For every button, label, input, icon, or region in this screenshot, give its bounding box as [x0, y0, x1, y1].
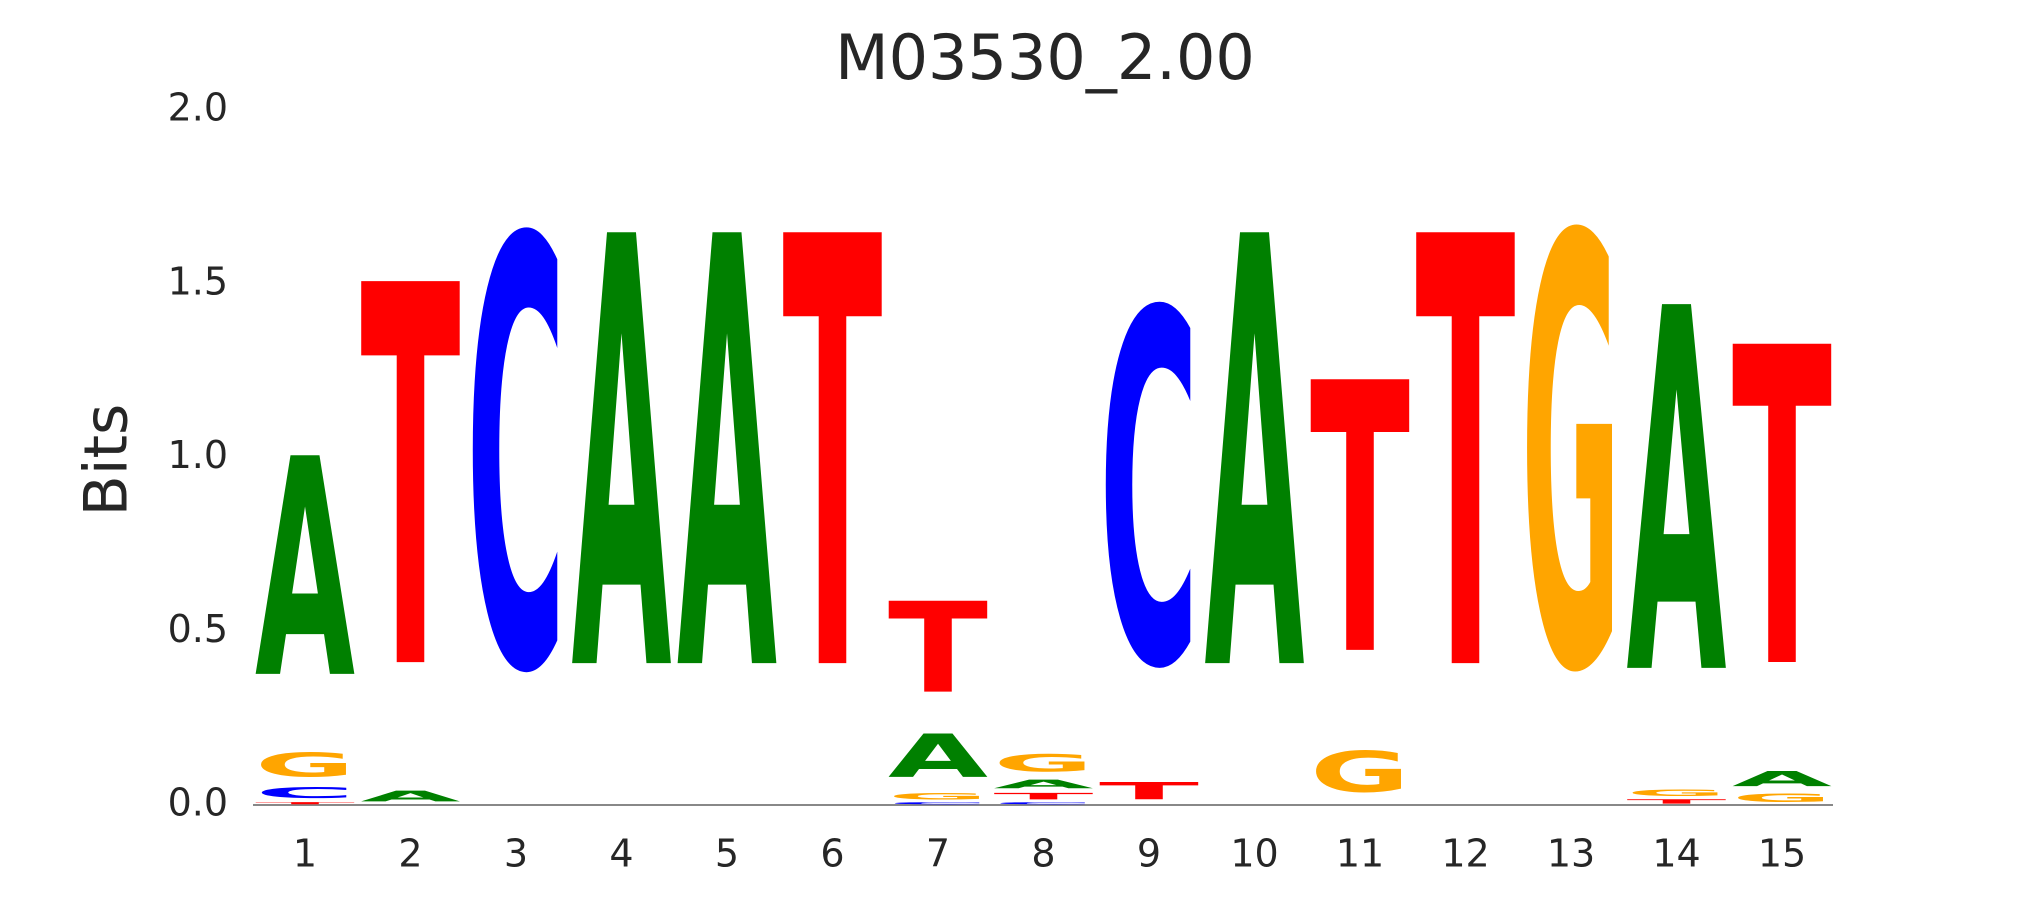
y-tick-label: 1.5 — [168, 259, 228, 303]
x-tick-label: 10 — [1230, 832, 1278, 876]
letter-glyph: A — [572, 115, 673, 803]
y-axis-label: Bits — [72, 404, 142, 517]
letter-glyph: A — [994, 777, 1094, 791]
letter-glyph: T — [1732, 257, 1833, 765]
letter-glyph: A — [888, 722, 988, 791]
letter-glyph: G — [888, 791, 988, 801]
letter-glyph: T — [783, 114, 884, 803]
letter-glyph: T — [361, 177, 462, 786]
x-tick-label: 11 — [1336, 832, 1384, 876]
letter-glyph: G — [255, 746, 355, 784]
x-tick-label: 12 — [1441, 832, 1489, 876]
y-tick-label: 0.5 — [168, 607, 228, 651]
x-tick-label: 7 — [926, 832, 950, 876]
y-tick-label: 0.0 — [168, 781, 228, 825]
letter-glyph: C — [994, 802, 1094, 805]
x-tick-label: 13 — [1547, 832, 1595, 876]
x-tick-label: 4 — [609, 832, 633, 876]
letter-glyph: C — [888, 802, 988, 805]
y-tick-label: 1.0 — [168, 433, 228, 477]
letter-glyph: G — [1732, 791, 1832, 805]
letter-glyph: A — [677, 115, 778, 803]
y-tick-label: 2.0 — [168, 86, 228, 130]
letter-glyph: T — [888, 577, 988, 722]
letter-glyph: T — [1310, 305, 1411, 738]
x-tick-label: 5 — [715, 832, 739, 876]
letter-glyph: C — [255, 784, 355, 801]
letter-glyph: A — [361, 788, 461, 805]
letter-glyph: A — [1627, 205, 1728, 785]
letter-glyph: T — [1099, 777, 1200, 805]
x-tick-label: 15 — [1758, 832, 1806, 876]
letter-glyph: T — [1627, 798, 1727, 805]
letter-glyph: T — [1416, 114, 1517, 803]
letter-glyph: C — [1099, 212, 1199, 776]
x-tick-label: 8 — [1031, 832, 1055, 876]
x-tick-label: 1 — [293, 832, 317, 876]
chart-title: M03530_2.00 — [835, 21, 1255, 94]
letter-glyph: C — [466, 118, 566, 803]
letter-glyph: A — [1205, 115, 1306, 803]
x-tick-label: 3 — [504, 832, 528, 876]
letter-glyph: A — [1732, 767, 1833, 791]
x-tick-label: 2 — [398, 832, 422, 876]
letter-glyph: A — [255, 397, 355, 745]
letter-glyph: T — [994, 791, 1094, 801]
letter-glyph: G — [994, 750, 1094, 778]
x-tick-label: 6 — [820, 832, 844, 876]
letter-glyph: G — [1627, 788, 1727, 798]
x-tick-label: 14 — [1652, 832, 1700, 876]
x-tick-label: 9 — [1137, 832, 1161, 876]
letter-glyph: G — [1521, 115, 1621, 803]
letter-glyph: T — [255, 802, 355, 805]
letter-glyph: G — [1310, 740, 1410, 805]
